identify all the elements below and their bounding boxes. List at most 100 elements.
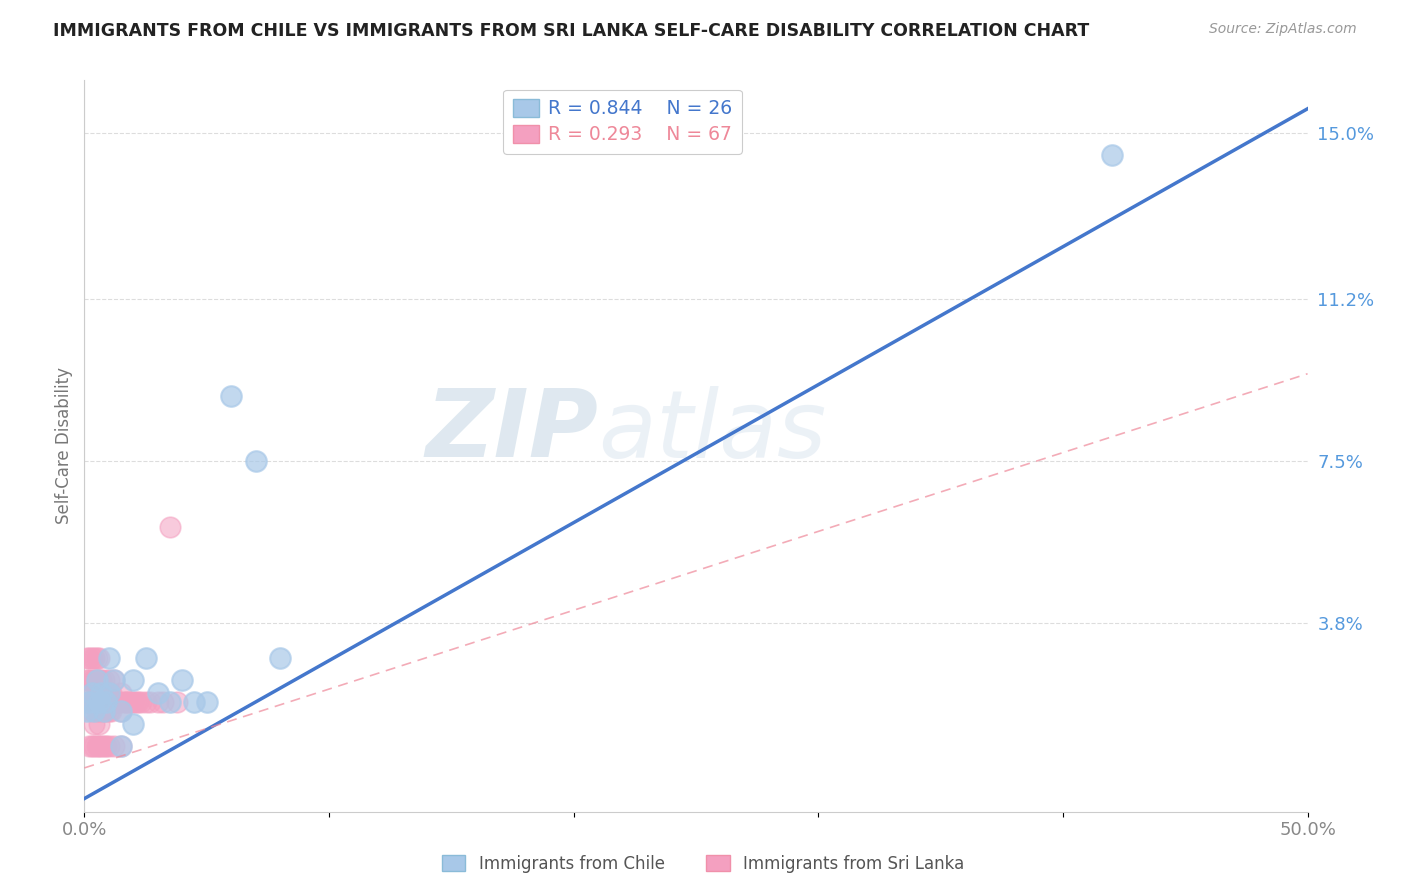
Point bbox=[139, 695, 162, 709]
Point bbox=[117, 695, 139, 709]
Point bbox=[159, 520, 181, 534]
Point bbox=[125, 695, 148, 709]
Point bbox=[105, 695, 128, 709]
Point bbox=[110, 686, 132, 700]
Point bbox=[80, 673, 103, 688]
Point bbox=[80, 739, 103, 753]
Point bbox=[93, 673, 115, 688]
Point bbox=[77, 673, 100, 688]
Point bbox=[166, 695, 188, 709]
Point bbox=[83, 651, 105, 665]
Point bbox=[172, 673, 194, 688]
Legend: R = 0.844    N = 26, R = 0.293    N = 67: R = 0.844 N = 26, R = 0.293 N = 67 bbox=[503, 90, 742, 153]
Point bbox=[83, 717, 105, 731]
Point bbox=[120, 695, 142, 709]
Point bbox=[97, 651, 120, 665]
Point bbox=[76, 704, 98, 718]
Point bbox=[86, 673, 108, 688]
Point bbox=[76, 651, 98, 665]
Point bbox=[97, 686, 120, 700]
Point bbox=[76, 673, 98, 688]
Point bbox=[129, 695, 152, 709]
Point bbox=[76, 695, 98, 709]
Point bbox=[77, 695, 100, 709]
Point bbox=[90, 686, 112, 700]
Point bbox=[93, 704, 115, 718]
Point bbox=[93, 739, 115, 753]
Point bbox=[110, 739, 132, 753]
Point bbox=[245, 454, 267, 468]
Point bbox=[135, 695, 157, 709]
Point bbox=[86, 673, 108, 688]
Point bbox=[195, 695, 218, 709]
Point bbox=[97, 739, 120, 753]
Point bbox=[90, 686, 112, 700]
Text: IMMIGRANTS FROM CHILE VS IMMIGRANTS FROM SRI LANKA SELF-CARE DISABILITY CORRELAT: IMMIGRANTS FROM CHILE VS IMMIGRANTS FROM… bbox=[53, 22, 1090, 40]
Point bbox=[77, 739, 100, 753]
Point bbox=[103, 673, 125, 688]
Point bbox=[80, 651, 103, 665]
Point bbox=[183, 695, 205, 709]
Point bbox=[87, 704, 110, 718]
Point bbox=[80, 704, 103, 718]
Point bbox=[77, 651, 100, 665]
Point bbox=[219, 389, 242, 403]
Point bbox=[96, 739, 118, 753]
Point bbox=[86, 651, 108, 665]
Point bbox=[103, 673, 125, 688]
Point bbox=[83, 695, 105, 709]
Point bbox=[146, 695, 169, 709]
Point bbox=[96, 704, 118, 718]
Point bbox=[77, 695, 100, 709]
Point bbox=[122, 673, 145, 688]
Point bbox=[80, 686, 103, 700]
Point bbox=[107, 695, 129, 709]
Point bbox=[135, 651, 157, 665]
Point bbox=[100, 704, 122, 718]
Y-axis label: Self-Care Disability: Self-Care Disability bbox=[55, 368, 73, 524]
Point bbox=[122, 717, 145, 731]
Point bbox=[86, 704, 108, 718]
Point bbox=[112, 695, 135, 709]
Point bbox=[86, 686, 108, 700]
Point bbox=[87, 651, 110, 665]
Text: Source: ZipAtlas.com: Source: ZipAtlas.com bbox=[1209, 22, 1357, 37]
Point bbox=[110, 739, 132, 753]
Point bbox=[93, 686, 115, 700]
Point bbox=[96, 695, 118, 709]
Point bbox=[146, 686, 169, 700]
Point bbox=[96, 686, 118, 700]
Point bbox=[93, 704, 115, 718]
Point bbox=[100, 686, 122, 700]
Point bbox=[80, 686, 103, 700]
Point bbox=[152, 695, 174, 709]
Point bbox=[87, 739, 110, 753]
Point bbox=[110, 704, 132, 718]
Point bbox=[87, 717, 110, 731]
Point bbox=[115, 695, 138, 709]
Point bbox=[90, 673, 112, 688]
Point bbox=[159, 695, 181, 709]
Point bbox=[269, 651, 291, 665]
Text: ZIP: ZIP bbox=[425, 385, 598, 477]
Point bbox=[83, 739, 105, 753]
Point bbox=[83, 704, 105, 718]
Point bbox=[97, 704, 120, 718]
Point bbox=[110, 704, 132, 718]
Point bbox=[1101, 147, 1123, 161]
Point bbox=[90, 739, 112, 753]
Point bbox=[87, 673, 110, 688]
Point bbox=[90, 704, 112, 718]
Text: atlas: atlas bbox=[598, 386, 827, 477]
Point bbox=[97, 686, 120, 700]
Legend: Immigrants from Chile, Immigrants from Sri Lanka: Immigrants from Chile, Immigrants from S… bbox=[436, 848, 970, 880]
Point bbox=[86, 739, 108, 753]
Point bbox=[87, 695, 110, 709]
Point bbox=[103, 695, 125, 709]
Point bbox=[97, 673, 120, 688]
Point bbox=[103, 739, 125, 753]
Point bbox=[83, 673, 105, 688]
Point bbox=[122, 695, 145, 709]
Point bbox=[87, 686, 110, 700]
Point bbox=[127, 695, 149, 709]
